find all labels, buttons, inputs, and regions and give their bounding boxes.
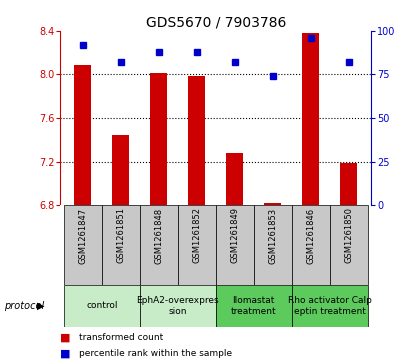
Text: Rho activator Calp
eptin treatment: Rho activator Calp eptin treatment: [288, 296, 371, 315]
Text: GSM1261849: GSM1261849: [230, 208, 239, 264]
Bar: [302, 33, 319, 205]
Bar: [216, 285, 292, 327]
Text: GSM1261853: GSM1261853: [268, 208, 277, 264]
Bar: [340, 163, 357, 205]
Bar: [226, 153, 243, 205]
Bar: [112, 135, 129, 205]
Bar: [330, 205, 368, 285]
Text: transformed count: transformed count: [79, 333, 163, 342]
Text: ▶: ▶: [37, 301, 44, 311]
Text: protocol: protocol: [4, 301, 44, 311]
Bar: [150, 73, 167, 205]
Text: EphA2-overexpres
sion: EphA2-overexpres sion: [137, 296, 219, 315]
Bar: [292, 205, 330, 285]
Bar: [140, 285, 216, 327]
Text: GSM1261850: GSM1261850: [344, 208, 353, 264]
Bar: [292, 285, 368, 327]
Bar: [140, 205, 178, 285]
Text: ■: ■: [60, 349, 71, 359]
Text: GSM1261847: GSM1261847: [78, 208, 88, 264]
Text: GSM1261848: GSM1261848: [154, 208, 164, 264]
Text: GSM1261846: GSM1261846: [306, 208, 315, 264]
Text: ■: ■: [60, 333, 71, 343]
Bar: [74, 65, 91, 205]
Bar: [102, 205, 140, 285]
Bar: [64, 205, 102, 285]
Bar: [178, 205, 216, 285]
Text: GSM1261851: GSM1261851: [116, 208, 125, 264]
Text: control: control: [86, 301, 118, 310]
Bar: [264, 203, 281, 205]
Text: percentile rank within the sample: percentile rank within the sample: [79, 350, 232, 358]
Bar: [216, 205, 254, 285]
Title: GDS5670 / 7903786: GDS5670 / 7903786: [146, 16, 286, 30]
Bar: [188, 76, 205, 205]
Text: Ilomastat
treatment: Ilomastat treatment: [231, 296, 276, 315]
Text: GSM1261852: GSM1261852: [192, 208, 201, 264]
Bar: [254, 205, 292, 285]
Bar: [64, 285, 140, 327]
